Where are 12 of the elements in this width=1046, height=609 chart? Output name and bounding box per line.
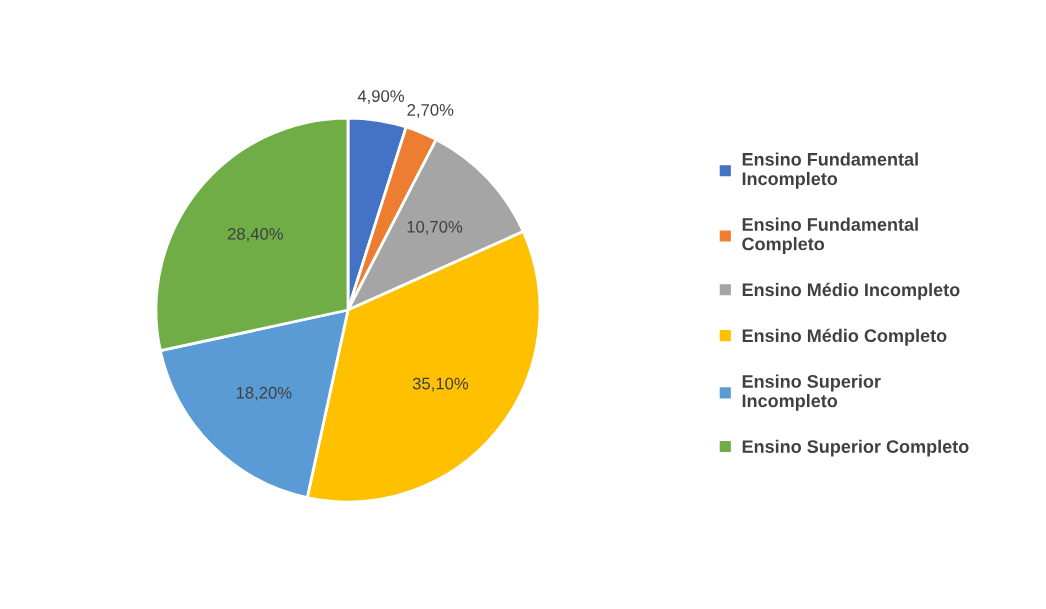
data-label: 10,70%	[407, 220, 463, 235]
data-label: 18,20%	[236, 386, 292, 401]
legend-label: Ensino Médio Completo	[742, 328, 947, 346]
data-label: 2,70%	[407, 104, 454, 118]
legend-label: Ensino Superior Completo	[742, 439, 969, 457]
data-label: 28,40%	[227, 227, 283, 242]
data-label: 4,90%	[357, 90, 405, 104]
legend-label: Ensino Superior Incompleto	[742, 374, 881, 411]
legend-label: Ensino Fundamental Incompleto	[742, 152, 918, 189]
legend-label: Ensino Fundamental Completo	[742, 217, 918, 254]
legend-label: Ensino Médio Incompleto	[742, 282, 960, 300]
data-label: 35,10%	[412, 377, 469, 392]
